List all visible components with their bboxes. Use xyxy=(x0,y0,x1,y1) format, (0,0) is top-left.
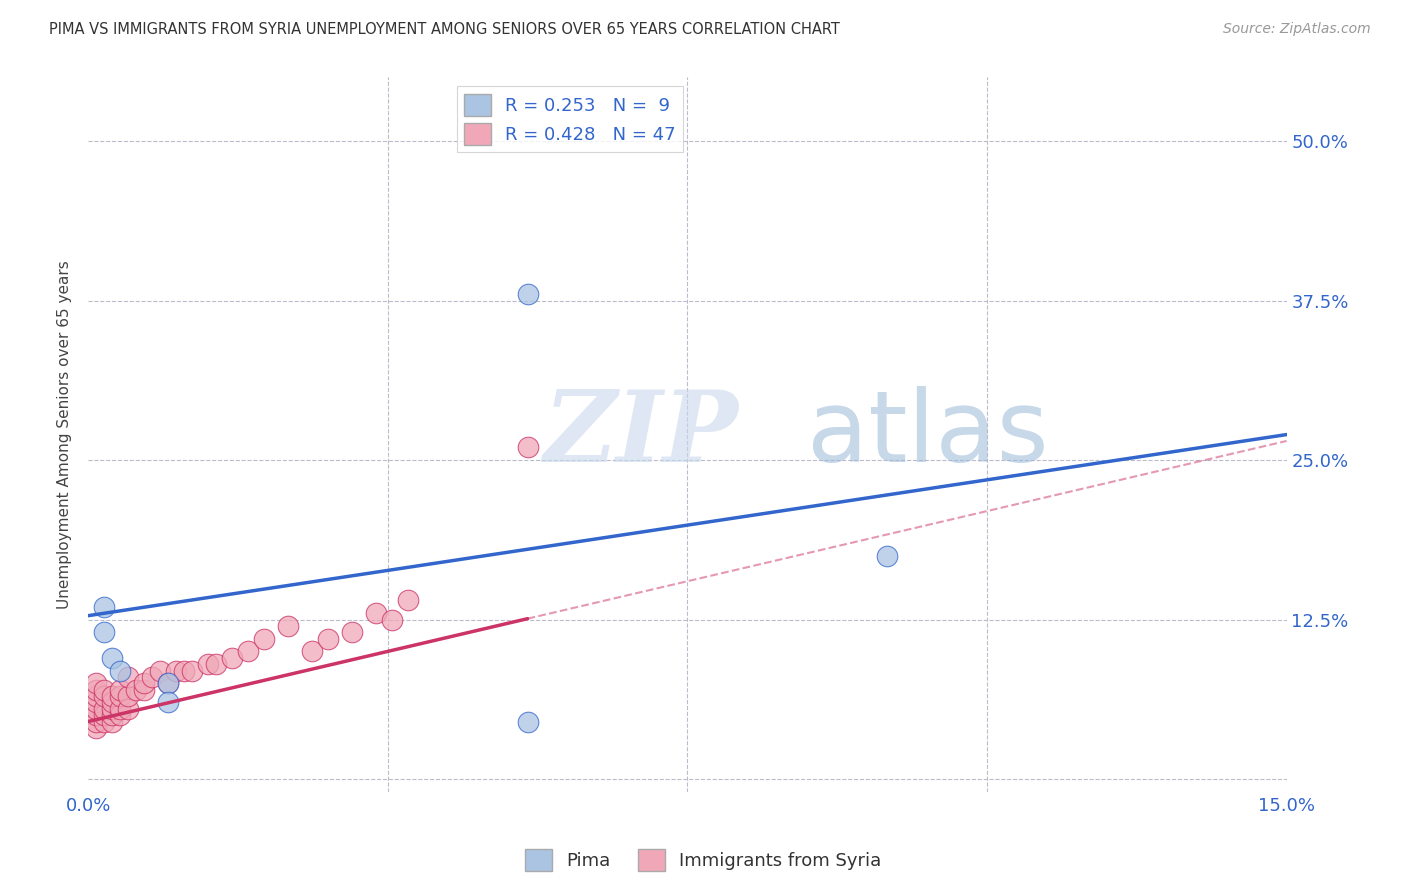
Point xyxy=(108,664,131,678)
Point xyxy=(101,650,124,665)
Point xyxy=(277,619,299,633)
Point xyxy=(84,702,107,716)
Point xyxy=(93,714,115,729)
Point xyxy=(93,682,115,697)
Point xyxy=(84,708,107,723)
Point xyxy=(125,682,148,697)
Point xyxy=(141,670,163,684)
Text: ZIP: ZIP xyxy=(544,386,738,483)
Point xyxy=(253,632,276,646)
Point xyxy=(93,599,115,614)
Point xyxy=(173,664,195,678)
Point xyxy=(84,682,107,697)
Point xyxy=(364,606,387,620)
Point xyxy=(205,657,228,672)
Point xyxy=(93,625,115,640)
Text: Source: ZipAtlas.com: Source: ZipAtlas.com xyxy=(1223,22,1371,37)
Point xyxy=(84,714,107,729)
Point xyxy=(101,695,124,709)
Point xyxy=(84,695,107,709)
Point xyxy=(93,702,115,716)
Point xyxy=(149,664,172,678)
Y-axis label: Unemployment Among Seniors over 65 years: Unemployment Among Seniors over 65 years xyxy=(58,260,72,609)
Point xyxy=(516,714,538,729)
Legend: R = 0.253   N =  9, R = 0.428   N = 47: R = 0.253 N = 9, R = 0.428 N = 47 xyxy=(457,87,683,153)
Point xyxy=(516,440,538,454)
Point xyxy=(236,644,259,658)
Legend: Pima, Immigrants from Syria: Pima, Immigrants from Syria xyxy=(517,842,889,879)
Point xyxy=(101,708,124,723)
Point xyxy=(101,689,124,703)
Point xyxy=(165,664,187,678)
Point xyxy=(84,689,107,703)
Point xyxy=(132,676,155,690)
Point xyxy=(117,702,139,716)
Point xyxy=(117,670,139,684)
Point xyxy=(101,714,124,729)
Point xyxy=(108,682,131,697)
Point xyxy=(876,549,898,563)
Point xyxy=(84,721,107,735)
Point xyxy=(132,682,155,697)
Point xyxy=(84,676,107,690)
Point xyxy=(108,708,131,723)
Text: PIMA VS IMMIGRANTS FROM SYRIA UNEMPLOYMENT AMONG SENIORS OVER 65 YEARS CORRELATI: PIMA VS IMMIGRANTS FROM SYRIA UNEMPLOYME… xyxy=(49,22,841,37)
Point xyxy=(108,689,131,703)
Point xyxy=(117,689,139,703)
Point xyxy=(181,664,204,678)
Point xyxy=(221,650,243,665)
Point xyxy=(157,676,180,690)
Point xyxy=(93,708,115,723)
Point xyxy=(396,593,419,607)
Text: atlas: atlas xyxy=(807,386,1049,483)
Point xyxy=(381,613,404,627)
Point xyxy=(301,644,323,658)
Point xyxy=(93,689,115,703)
Point xyxy=(316,632,339,646)
Point xyxy=(516,287,538,301)
Point xyxy=(157,695,180,709)
Point xyxy=(197,657,219,672)
Point xyxy=(157,676,180,690)
Point xyxy=(108,702,131,716)
Point xyxy=(340,625,363,640)
Point xyxy=(101,702,124,716)
